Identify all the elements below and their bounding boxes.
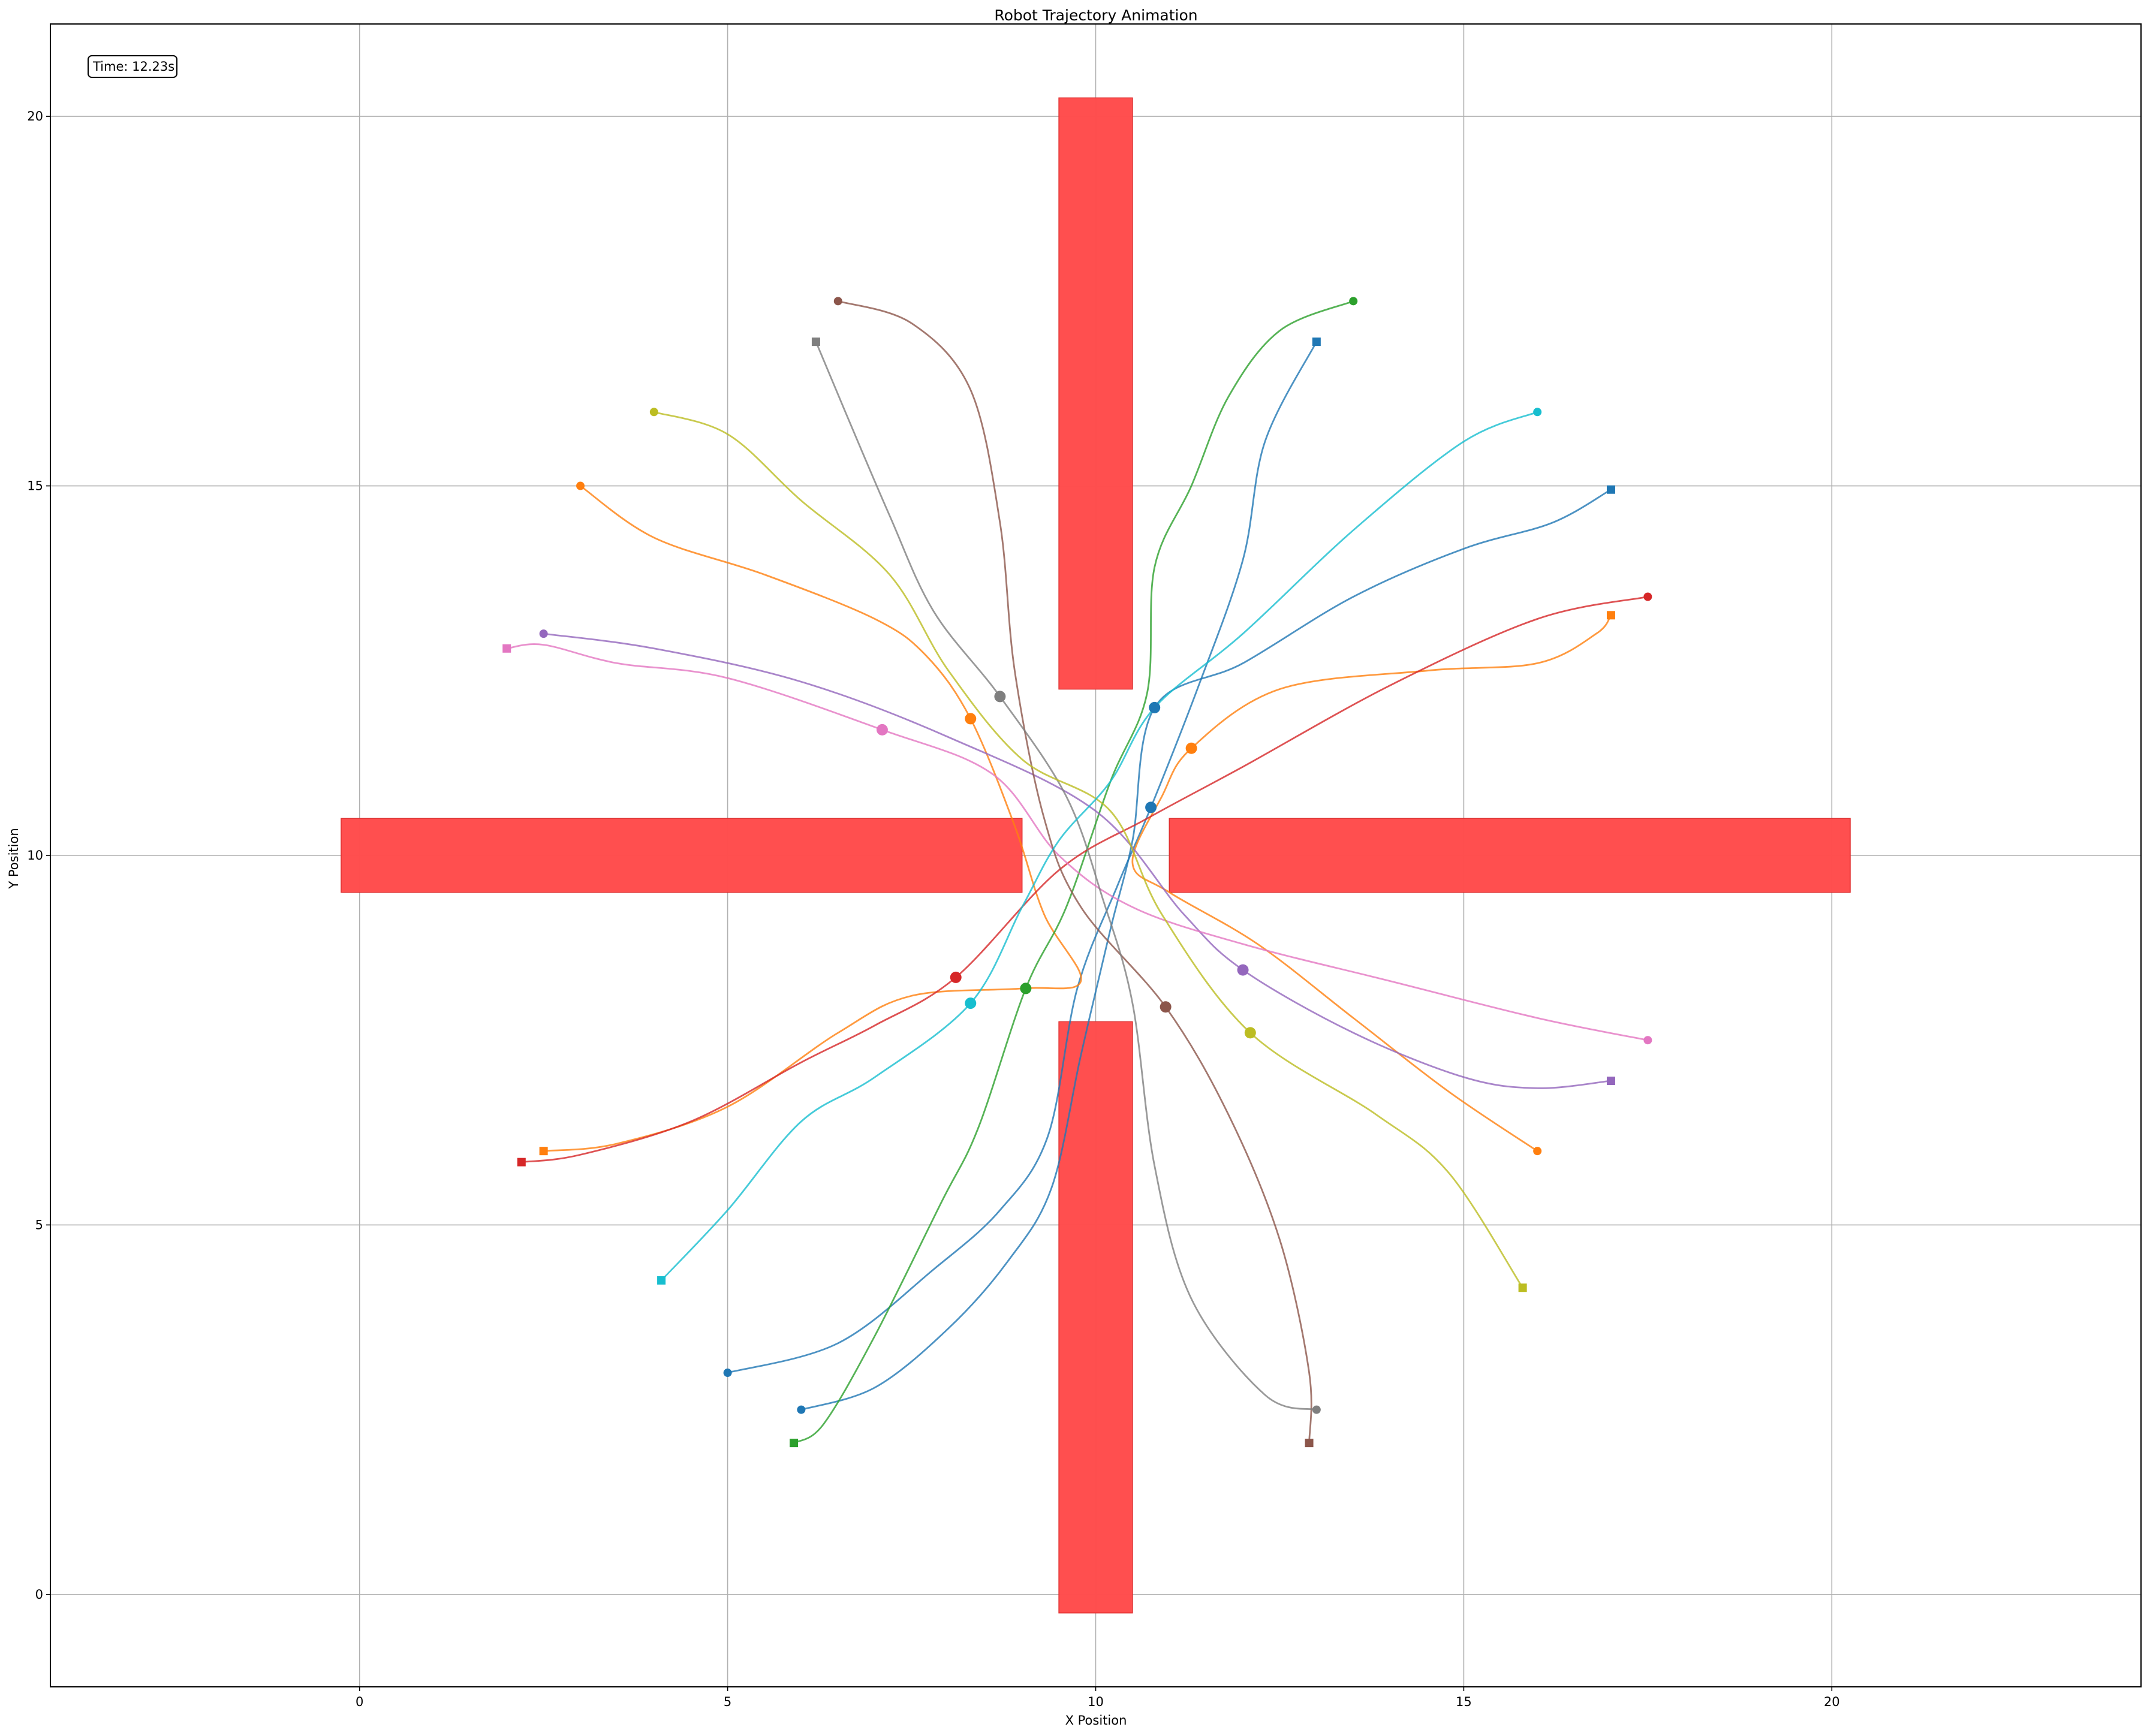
robot-position — [1020, 982, 1032, 994]
x-tick-label: 5 — [724, 1695, 731, 1709]
trajectory-line — [543, 485, 1082, 1152]
x-axis-label: X Position — [1065, 1713, 1127, 1728]
time-box-frame — [88, 55, 177, 78]
trajectory-line — [661, 411, 1538, 1281]
robot-position — [1149, 701, 1161, 713]
robot-position — [1185, 742, 1197, 754]
start-point — [1312, 1405, 1321, 1414]
x-tick-label: 10 — [1088, 1695, 1104, 1709]
obstacle-rect — [341, 818, 1023, 893]
obstacles — [341, 97, 1851, 1614]
trajectory-line — [727, 341, 1318, 1374]
robot-position — [965, 997, 977, 1009]
trajectory-line — [507, 643, 1648, 1041]
x-tick-label: 20 — [1824, 1695, 1840, 1709]
goal-point — [811, 337, 820, 346]
trajectory-line — [543, 632, 1612, 1089]
robot-markers — [502, 297, 1652, 1448]
robot-position — [1244, 1027, 1256, 1039]
goal-point — [1312, 337, 1321, 346]
trajectory-line — [521, 596, 1648, 1163]
y-tick-label: 15 — [27, 479, 43, 493]
goal-point — [790, 1439, 799, 1448]
robot-position — [1160, 1001, 1172, 1013]
robot-position — [1237, 964, 1249, 976]
y-tick-label: 20 — [27, 109, 43, 123]
start-point — [833, 297, 842, 306]
goal-point — [1305, 1439, 1314, 1448]
obstacle-rect — [1058, 1021, 1133, 1614]
goal-point — [517, 1158, 526, 1167]
start-point — [649, 408, 658, 417]
trajectory-paths — [507, 300, 1648, 1444]
goal-point — [1606, 485, 1615, 494]
start-point — [1533, 1147, 1542, 1156]
trajectory-line — [815, 341, 1317, 1411]
goal-point — [1606, 611, 1615, 620]
time-text: Time: 12.23s — [92, 59, 174, 74]
x-tick-label: 0 — [356, 1695, 363, 1709]
start-point — [1349, 297, 1358, 306]
robot-position — [994, 691, 1006, 703]
robot-position — [876, 724, 888, 736]
start-point — [1533, 408, 1542, 417]
x-tick-label: 15 — [1456, 1695, 1472, 1709]
start-point — [576, 481, 585, 490]
trajectory-line — [793, 300, 1354, 1444]
goal-point — [1518, 1283, 1527, 1292]
goal-point — [539, 1147, 548, 1156]
obstacle-rect — [1058, 97, 1133, 690]
robot-position — [1145, 801, 1157, 813]
plot-area — [50, 24, 2141, 1687]
y-tick-label: 0 — [35, 1587, 43, 1602]
y-axis-label: Y Position — [7, 828, 21, 889]
y-tick-label: 5 — [35, 1217, 43, 1232]
robot-position — [965, 713, 977, 725]
start-point — [797, 1405, 806, 1414]
goal-point — [657, 1276, 666, 1285]
trajectory-line — [800, 489, 1612, 1411]
robot-position — [950, 971, 962, 983]
y-tick-label: 10 — [27, 848, 43, 863]
start-point — [539, 629, 548, 638]
trajectory-line — [838, 300, 1312, 1443]
time-box: Time: 12.23s — [88, 55, 177, 78]
start-point — [1643, 592, 1652, 601]
axis-ticks: 0 5 10 15 20 0 5 10 15 20 — [27, 109, 1839, 1709]
start-point — [723, 1369, 732, 1378]
chart-title: Robot Trajectory Animation — [994, 7, 1197, 24]
goal-point — [1606, 1077, 1615, 1086]
goal-point — [502, 644, 511, 653]
start-point — [1643, 1036, 1652, 1045]
obstacle-rect — [1169, 818, 1851, 893]
